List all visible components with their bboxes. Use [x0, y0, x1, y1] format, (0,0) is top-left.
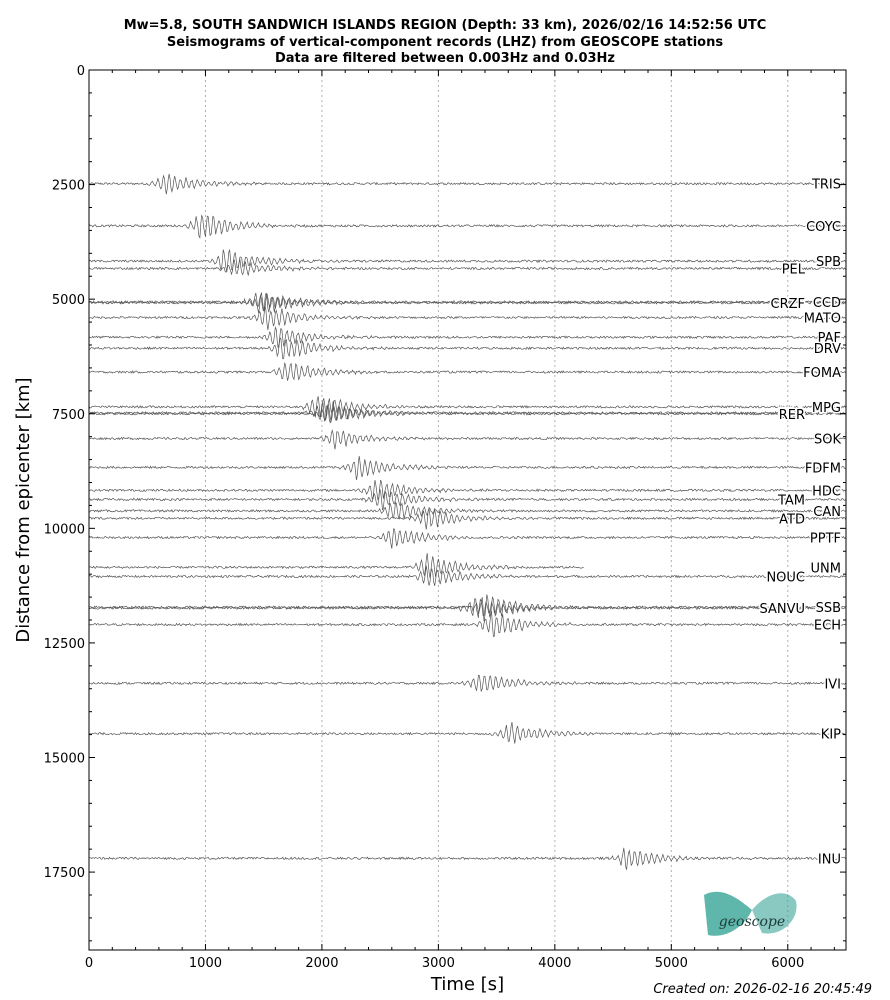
trace-ech: [88, 610, 846, 638]
trace-unm: [88, 553, 584, 579]
trace-foma: [88, 362, 846, 381]
trace-eda: [88, 401, 846, 423]
station-label-ccd: CCD: [813, 296, 841, 311]
geoscope-logo: geoscope: [704, 891, 797, 936]
station-label-hdc: HDC: [812, 484, 841, 499]
x-tick-label-1000: 1000: [189, 956, 222, 971]
y-tick-label-17500: 17500: [44, 866, 85, 881]
logo-wing-left: [704, 891, 752, 936]
trace-sok: [89, 429, 846, 450]
station-label-paf: PAF: [818, 331, 841, 346]
trace-pptf: [88, 528, 846, 549]
trace-can: [88, 501, 846, 520]
station-label-fdfm: FDFM: [805, 461, 841, 476]
station-label-tam: TAM: [777, 493, 805, 508]
trace-inu: [88, 847, 846, 870]
station-label-sanvu: SANVU: [759, 602, 805, 617]
station-label-mato: MATO: [804, 312, 841, 327]
x-tick-label-4000: 4000: [538, 956, 571, 971]
y-tick-label-2500: 2500: [52, 179, 85, 194]
station-label-sok: SOK: [814, 433, 841, 448]
chart-title-line-3: Data are filtered between 0.003Hz and 0.…: [274, 51, 616, 66]
trace-nouc: [88, 565, 846, 586]
x-tick-label-2000: 2000: [305, 956, 338, 971]
axes: 0 1000 2000 3000 4000 5000 6000 0 2500 5000 7500 10…: [13, 64, 847, 995]
station-label-ssb: SSB: [816, 601, 841, 616]
x-tick-label-3000: 3000: [422, 956, 455, 971]
station-label-crzf: CRZF: [771, 297, 806, 312]
x-tick-label-5000: 5000: [655, 956, 688, 971]
y-tick-label-0: 0: [77, 64, 85, 79]
trace-sanvu: [88, 598, 846, 618]
trace-coyc: [88, 214, 846, 239]
trace-paf: [88, 325, 846, 348]
chart-title-line-1: Mw=5.8, SOUTH SANDWICH ISLANDS REGION (D…: [123, 18, 767, 33]
logo-text: geoscope: [719, 914, 785, 930]
station-label-pptf: PPTF: [810, 532, 841, 547]
station-label-eda: EDA: [778, 407, 805, 422]
station-label-rer: RER: [779, 408, 805, 423]
station-label-can: CAN: [813, 505, 841, 520]
created-on-footer: Created on: 2026-02-16 20:45:49: [653, 982, 872, 997]
y-tick-label-10000: 10000: [44, 522, 85, 537]
x-tick-label-6000: 6000: [771, 956, 804, 971]
station-label-nouc: NOUC: [766, 570, 805, 585]
station-label-pel: PEL: [782, 262, 806, 277]
station-label-ivi: IVI: [824, 677, 841, 692]
x-axis-label: Time [s]: [430, 974, 504, 995]
station-label-unm: UNM: [811, 561, 841, 576]
trace-kip: [88, 722, 846, 744]
trace-crzf: [88, 292, 846, 313]
station-label-mpg: MPG: [812, 401, 841, 416]
trace-hdc: [88, 479, 846, 501]
station-label-drv: DRV: [814, 342, 841, 357]
grid-lines: [204, 70, 789, 950]
station-label-inu: INU: [818, 852, 841, 867]
station-label-ech: ECH: [814, 619, 841, 634]
station-label-atd: ATD: [779, 512, 805, 527]
plot-frame: [88, 69, 847, 951]
station-label-kip: KIP: [821, 728, 841, 743]
trace-pel: [88, 259, 846, 276]
trace-mpg: [88, 396, 846, 418]
trace-ssb: [88, 594, 846, 622]
trace-ivi: [88, 674, 846, 692]
y-tick-label-7500: 7500: [52, 408, 85, 423]
trace-fdfm: [88, 455, 846, 481]
logo-wing-right: [752, 893, 797, 934]
trace-mato: [88, 305, 846, 331]
station-label-foma: FOMA: [803, 366, 841, 381]
station-label-tris: TRIS: [811, 178, 841, 193]
station-label-coyc: COYC: [806, 220, 841, 235]
chart-title-line-2: Seismograms of vertical-component record…: [166, 35, 724, 50]
trace-atd: [88, 508, 846, 530]
y-tick-label-15000: 15000: [44, 752, 85, 767]
trace-tam: [88, 488, 846, 511]
traces: [88, 173, 846, 870]
x-tick-label-0: 0: [85, 956, 93, 971]
station-label-spb: SPB: [816, 255, 841, 270]
trace-tris: [88, 173, 846, 195]
trace-drv: [88, 337, 846, 360]
y-axis-label: Distance from epicenter [km]: [13, 377, 34, 642]
trace-spb: [88, 248, 846, 272]
trace-rer: [88, 401, 846, 424]
y-tick-label-12500: 12500: [44, 637, 85, 652]
y-tick-label-5000: 5000: [52, 293, 85, 308]
